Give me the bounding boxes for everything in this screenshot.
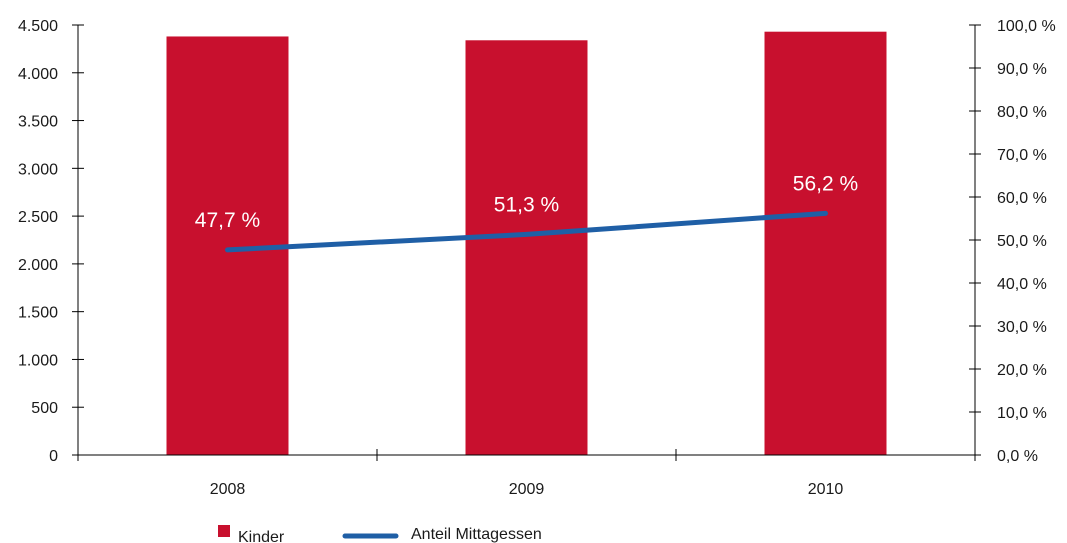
x-axis-ticks: 2008 2009 2010 <box>77 449 976 498</box>
bars-group <box>166 31 887 456</box>
right-axis-ticks: 0,0 % 10,0 % 20,0 % 30,0 % 40,0 % 50,0 % 60,0 … <box>969 18 1056 465</box>
x-tick-label: 2008 <box>210 481 246 498</box>
bar-2009 <box>465 40 588 456</box>
legend-swatch-kinder <box>218 525 230 537</box>
left-axis-ticks: 0 500 1.000 1.500 2.000 2.500 3.000 3.500 4.000 4… <box>18 18 84 465</box>
left-tick-label: 4.500 <box>18 18 58 35</box>
x-tick-label: 2010 <box>808 481 844 498</box>
bar-2010 <box>764 31 887 455</box>
right-tick-label: 50,0 % <box>997 233 1047 250</box>
x-tick-label: 2009 <box>509 481 545 498</box>
line-series-group <box>225 210 828 253</box>
axes-group: 0 500 1.000 1.500 2.000 2.500 3.000 3.500 4.000 4… <box>18 18 1056 498</box>
left-tick-label: 3.000 <box>18 161 58 178</box>
left-tick-label: 500 <box>31 400 58 417</box>
right-tick-label: 80,0 % <box>997 104 1047 121</box>
left-tick-label: 2.000 <box>18 257 58 274</box>
right-tick-label: 30,0 % <box>997 319 1047 336</box>
right-tick-label: 0,0 % <box>997 448 1038 465</box>
right-tick-label: 60,0 % <box>997 190 1047 207</box>
legend: Kinder Anteil Mittagessen <box>218 525 542 543</box>
left-tick-label: 1.500 <box>18 305 58 322</box>
data-label-2010: 56,2 % <box>793 172 858 195</box>
right-tick-label: 100,0 % <box>997 18 1056 35</box>
line-anteil-mittagessen <box>225 210 828 253</box>
right-tick-label: 90,0 % <box>997 61 1047 78</box>
legend-label-anteil-mittagessen: Anteil Mittagessen <box>411 526 542 543</box>
data-labels-group: 47,7 % 51,3 % 56,2 % <box>195 172 858 232</box>
legend-label-kinder: Kinder <box>238 529 285 543</box>
left-tick-label: 1.000 <box>18 352 58 369</box>
right-tick-label: 10,0 % <box>997 405 1047 422</box>
left-tick-label: 3.500 <box>18 114 58 131</box>
left-tick-label: 0 <box>49 448 58 465</box>
left-tick-label: 2.500 <box>18 209 58 226</box>
data-label-2008: 47,7 % <box>195 209 260 232</box>
right-tick-label: 40,0 % <box>997 276 1047 293</box>
left-tick-label: 4.000 <box>18 66 58 83</box>
data-label-2009: 51,3 % <box>494 193 559 216</box>
right-tick-label: 20,0 % <box>997 362 1047 379</box>
right-tick-label: 70,0 % <box>997 147 1047 164</box>
